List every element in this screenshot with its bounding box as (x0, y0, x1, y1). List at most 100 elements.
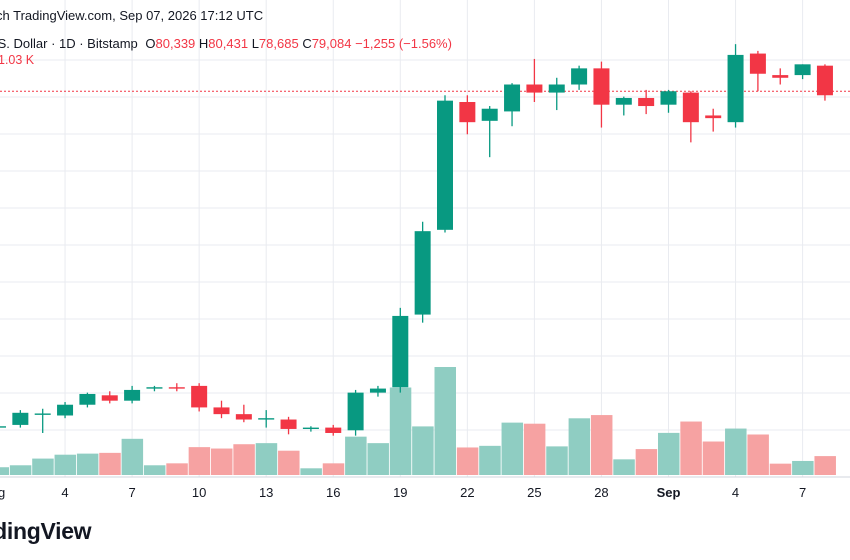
candle (526, 58, 543, 102)
volume-bar (255, 443, 278, 475)
x-tick-label: Sep (657, 485, 681, 500)
candle (235, 404, 252, 423)
x-tick-label: 4 (61, 485, 68, 500)
candle (459, 95, 476, 135)
volume-bar (345, 436, 367, 475)
candle-body (414, 231, 431, 315)
high-label: H (198, 36, 209, 51)
high-value: 80,431 (208, 36, 249, 51)
volume-bar (121, 438, 144, 475)
candle (258, 410, 275, 428)
candle (302, 426, 319, 432)
candle (280, 416, 297, 435)
candle-body (571, 68, 588, 85)
volume-bar (523, 423, 546, 475)
candle-body (258, 418, 275, 420)
chart-source-line: ch TradingView.com, Sep 07, 2026 17:12 U… (0, 8, 264, 23)
candle (437, 95, 453, 233)
volume-bar (389, 387, 412, 475)
candle (0, 426, 6, 428)
low-value: 78,685 (258, 36, 299, 51)
candle (414, 221, 431, 323)
candle-body (727, 54, 744, 123)
candle (12, 410, 29, 428)
candle-body (660, 91, 677, 105)
x-tick-label: 10 (192, 485, 206, 500)
volume-bar (792, 460, 814, 475)
candle-body (526, 84, 543, 93)
x-tick-label: 7 (799, 485, 806, 500)
candle-body (347, 392, 364, 431)
volume-bar (814, 456, 836, 475)
open-value: 80,339 (155, 36, 196, 51)
candle-body (548, 84, 565, 93)
candle-body (79, 393, 96, 405)
candle (504, 83, 521, 127)
candle (79, 392, 96, 408)
x-tick-label: 19 (393, 485, 407, 500)
volume-bar (613, 459, 635, 475)
candle-body (638, 97, 655, 107)
candle-body (816, 65, 833, 96)
volume-bar (9, 465, 32, 475)
candle (392, 307, 409, 393)
volume-bar (188, 447, 211, 475)
x-tick-label: 25 (527, 485, 541, 500)
low-label: L (251, 36, 259, 51)
symbol-info: .S. Dollar · 1D · Bitstamp (0, 36, 138, 51)
volume-bar (658, 432, 680, 475)
volume-bar (322, 463, 345, 475)
candle (682, 91, 699, 143)
candle-body (749, 53, 766, 74)
candle (794, 64, 811, 80)
volume-bar (456, 447, 479, 475)
volume-bars (0, 367, 836, 475)
volume-bar (412, 426, 434, 475)
candle-body (146, 387, 163, 389)
candle (772, 68, 789, 85)
volume-bar (54, 454, 77, 475)
x-tick-label: 13 (259, 485, 273, 500)
candles (0, 44, 833, 436)
candle (571, 65, 588, 90)
volume-bar (143, 465, 166, 475)
candle-body (437, 100, 453, 230)
candle (727, 44, 744, 128)
volume-bar (32, 458, 54, 475)
candle-body (280, 419, 297, 429)
candle-body (593, 68, 610, 105)
candle (124, 385, 141, 404)
candle-body (772, 75, 789, 78)
volume-bar (300, 468, 322, 475)
x-tick-label: 7 (128, 485, 135, 500)
candle-body (191, 385, 208, 408)
candle (146, 385, 163, 392)
candle (548, 77, 565, 111)
x-axis: ug 4 7 10 13 16 19 22 25 28 Sep 4 7 (0, 485, 806, 500)
candle (816, 64, 833, 101)
candle (213, 400, 230, 419)
volume-bar (590, 415, 613, 475)
volume-bar (278, 450, 300, 475)
volume-bar (568, 418, 591, 475)
volume-legend: 1.03 K (0, 53, 35, 67)
x-tick-label: 4 (732, 485, 739, 500)
x-tick-label: 28 (594, 485, 608, 500)
close-label: C (302, 36, 312, 51)
candle-body (325, 427, 342, 433)
candle-body (481, 108, 498, 121)
tradingview-logo: radingView (0, 518, 92, 544)
volume-bar (769, 463, 792, 475)
candle (481, 106, 498, 158)
candle (369, 385, 386, 397)
volume-bar (76, 453, 99, 475)
candle-body (369, 388, 386, 393)
candle (101, 391, 118, 404)
candle (593, 61, 610, 128)
candle (660, 89, 677, 113)
candle (638, 89, 655, 115)
candle-body (302, 427, 319, 429)
candle (168, 383, 185, 392)
candle-body (392, 315, 409, 388)
